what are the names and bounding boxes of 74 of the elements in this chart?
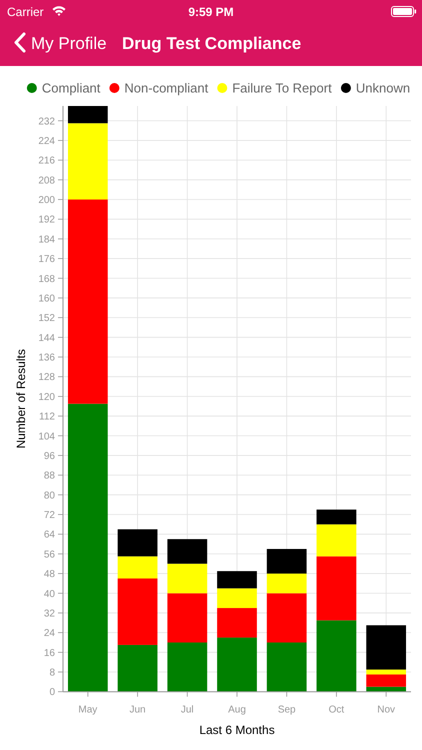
y-tick-label: 128 <box>38 372 56 384</box>
bar <box>316 620 356 692</box>
y-tick-label: 0 <box>49 687 56 698</box>
bar <box>266 548 307 574</box>
bar <box>316 556 356 620</box>
bar <box>118 529 158 556</box>
legend-label: Compliant <box>42 80 101 96</box>
y-tick-label: 192 <box>38 214 56 226</box>
text: My Profile <box>31 34 107 53</box>
y-tick-label: 176 <box>38 254 56 266</box>
y-tick-label: 24 <box>44 628 56 640</box>
text: Carrier <box>7 5 44 19</box>
bar <box>217 638 257 692</box>
bar <box>217 608 257 638</box>
x-tick-label: May <box>78 704 98 716</box>
bar <box>167 642 208 692</box>
bar <box>316 524 356 556</box>
bar <box>118 644 158 692</box>
y-tick-label: 16 <box>44 648 56 659</box>
y-tick-label: 64 <box>44 530 56 541</box>
legend-label: Unknown <box>356 80 410 96</box>
y-tick-label: 72 <box>44 510 56 522</box>
x-tick-label: Nov <box>377 704 396 716</box>
bar <box>68 106 108 124</box>
y-tick-label: 88 <box>44 470 56 482</box>
y-tick-label: 120 <box>38 392 56 403</box>
y-tick-label: 8 <box>49 668 56 679</box>
y-tick-label: 216 <box>38 156 56 167</box>
bar <box>217 571 257 588</box>
bar <box>167 593 208 642</box>
x-tick-label: Oct <box>328 704 344 716</box>
bar <box>167 539 208 564</box>
y-tick-label: 168 <box>38 274 56 285</box>
text: 9:59 PM <box>188 5 234 19</box>
legend-label: Non-compliant <box>124 80 209 96</box>
bar <box>266 642 307 692</box>
y-axis-title: Number of Results <box>14 349 28 449</box>
y-tick-label: 144 <box>38 332 56 344</box>
y-tick-label: 48 <box>44 569 56 580</box>
x-tick-label: Aug <box>228 704 246 716</box>
bar <box>118 578 158 645</box>
y-tick-label: 96 <box>44 450 56 462</box>
chart-title: Drug Test Compliance <box>122 34 302 53</box>
y-tick-label: 160 <box>38 293 56 304</box>
x-tick-label: Jun <box>130 704 146 716</box>
y-tick-label: 112 <box>39 412 56 423</box>
x-axis-title: Last 6 Months <box>199 723 275 737</box>
y-tick-label: 104 <box>38 431 56 442</box>
bar <box>266 593 307 642</box>
y-tick-label: 152 <box>38 313 56 324</box>
bar <box>366 670 406 674</box>
bar <box>167 564 208 594</box>
bar <box>68 123 108 200</box>
y-tick-label: 200 <box>38 195 56 206</box>
y-tick-label: 80 <box>44 490 56 502</box>
y-tick-label: 32 <box>44 608 56 620</box>
y-tick-label: 208 <box>38 175 56 186</box>
y-tick-label: 56 <box>44 549 56 560</box>
x-tick-label: Jul <box>180 704 194 716</box>
bar <box>118 556 158 578</box>
bar <box>266 574 307 594</box>
bar <box>316 510 356 524</box>
y-tick-label: 224 <box>38 136 56 147</box>
bar <box>68 200 108 404</box>
bar <box>366 625 406 670</box>
bar <box>217 588 257 608</box>
y-tick-label: 40 <box>44 588 56 600</box>
y-tick-label: 184 <box>38 234 56 246</box>
legend-label: Failure To Report <box>232 80 332 96</box>
bar <box>68 404 108 692</box>
bar <box>366 674 406 687</box>
y-tick-label: 232 <box>38 116 56 128</box>
y-tick-label: 136 <box>38 352 56 364</box>
x-tick-label: Sep <box>278 704 296 716</box>
